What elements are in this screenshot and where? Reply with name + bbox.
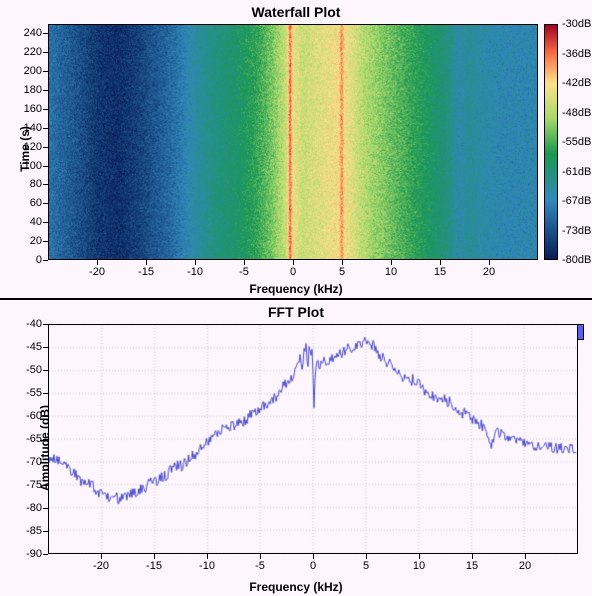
waterfall-xtick: -5 bbox=[239, 266, 249, 278]
waterfall-xtick: -20 bbox=[89, 266, 105, 278]
fft-ytick: -75 bbox=[12, 479, 42, 491]
waterfall-xtick: 10 bbox=[385, 266, 397, 278]
waterfall-xtick: 20 bbox=[483, 266, 495, 278]
fft-ytick: -50 bbox=[12, 364, 42, 376]
fft-title: FFT Plot bbox=[0, 304, 592, 320]
fft-ytick: -85 bbox=[12, 525, 42, 537]
fft-xtick: 0 bbox=[310, 560, 316, 572]
waterfall-ytick: 180 bbox=[12, 84, 42, 96]
waterfall-panel: Waterfall Plot Time (s) Frequency (kHz) … bbox=[0, 0, 592, 300]
fft-xtick: -15 bbox=[146, 560, 162, 572]
fft-xtick: -20 bbox=[93, 560, 109, 572]
waterfall-ytick: 200 bbox=[12, 65, 42, 77]
fft-ytick: -65 bbox=[12, 433, 42, 445]
fft-xtick: 10 bbox=[413, 560, 425, 572]
colorbar-tick: -30dB bbox=[562, 18, 591, 30]
colorbar-tick: -55dB bbox=[562, 136, 591, 148]
fft-xlabel: Frequency (kHz) bbox=[0, 580, 592, 594]
waterfall-colorbar bbox=[544, 24, 558, 260]
waterfall-ytick: 160 bbox=[12, 103, 42, 115]
waterfall-ytick: 80 bbox=[12, 178, 42, 190]
colorbar-tick: -48dB bbox=[562, 107, 591, 119]
waterfall-ytick: 40 bbox=[12, 216, 42, 228]
waterfall-xtick: 15 bbox=[434, 266, 446, 278]
fft-ytick: -70 bbox=[12, 456, 42, 468]
waterfall-ytick: 240 bbox=[12, 27, 42, 39]
colorbar-tick: -73dB bbox=[562, 225, 591, 237]
fft-xtick: 20 bbox=[519, 560, 531, 572]
waterfall-ytick: 220 bbox=[12, 46, 42, 58]
fft-panel: FFT Plot Amplitude (dB) Frequency (kHz) … bbox=[0, 300, 592, 596]
fft-xtick: 5 bbox=[363, 560, 369, 572]
waterfall-ytick: 0 bbox=[12, 254, 42, 266]
fft-ytick: -45 bbox=[12, 341, 42, 353]
waterfall-ytick: 20 bbox=[12, 235, 42, 247]
waterfall-plot-area bbox=[48, 24, 538, 260]
waterfall-ytick: 120 bbox=[12, 141, 42, 153]
colorbar-tick: -36dB bbox=[562, 48, 591, 60]
waterfall-xlabel: Frequency (kHz) bbox=[0, 282, 592, 296]
fft-ytick: -60 bbox=[12, 410, 42, 422]
waterfall-ytick: 100 bbox=[12, 160, 42, 172]
fft-ytick: -80 bbox=[12, 502, 42, 514]
waterfall-xtick: -15 bbox=[138, 266, 154, 278]
fft-ytick: -55 bbox=[12, 387, 42, 399]
waterfall-xtick: 0 bbox=[290, 266, 296, 278]
waterfall-ytick: 140 bbox=[12, 122, 42, 134]
colorbar-tick: -80dB bbox=[562, 254, 591, 266]
waterfall-xtick: -10 bbox=[187, 266, 203, 278]
fft-xtick: -10 bbox=[199, 560, 215, 572]
fft-plot-area bbox=[48, 324, 578, 554]
colorbar-tick: -61dB bbox=[562, 166, 591, 178]
fft-xtick: 15 bbox=[466, 560, 478, 572]
waterfall-xtick: 5 bbox=[339, 266, 345, 278]
colorbar-tick: -67dB bbox=[562, 195, 591, 207]
fft-ytick: -90 bbox=[12, 548, 42, 560]
colorbar-tick: -42dB bbox=[562, 77, 591, 89]
waterfall-ytick: 60 bbox=[12, 197, 42, 209]
fft-xtick: -5 bbox=[255, 560, 265, 572]
waterfall-title: Waterfall Plot bbox=[0, 4, 592, 20]
fft-ytick: -40 bbox=[12, 318, 42, 330]
